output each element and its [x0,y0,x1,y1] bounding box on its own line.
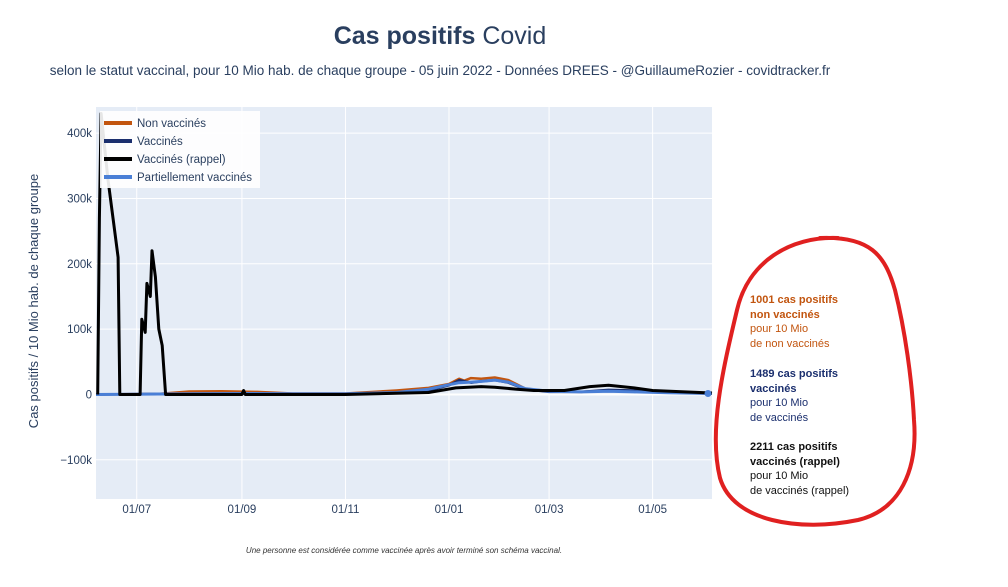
legend[interactable]: Non vaccinés Vaccinés Vaccinés (rappel) Par… [100,111,260,188]
annotation-line: 1489 cas positifs [750,368,839,380]
x-tick-label: 01/01 [435,504,464,516]
series-end-marker [704,389,712,397]
legend-label: Vaccinés (rappel) [137,154,226,166]
hand-drawn-circle [713,235,917,527]
annotation-line: non vaccinés [750,308,820,321]
x-tick-label: 01/05 [638,504,667,516]
y-tick-label: 200k [67,259,92,271]
y-tick-labels: −100k 0 100k 200k 300k 400k [60,128,92,467]
grid [96,107,712,499]
y-axis-label: Cas positifs / 10 Mio hab. de chaque gro… [26,174,41,428]
annotation-line: de vaccinés [750,411,809,424]
legend-label: Partiellement vaccinés [137,172,252,184]
annotation-line: pour 10 Mio [750,470,809,482]
legend-label: Non vaccinés [137,118,206,130]
series-line-vaccin-s-rappel- [96,112,713,396]
y-tick-label: 300k [67,193,92,205]
title-rest: Covid [475,22,547,50]
chart-subtitle: selon le statut vaccinal, pour 10 Mio ha… [49,63,831,78]
annotation-line: vaccinés (rappel) [750,455,840,468]
y-tick-label: −100k [60,455,92,467]
title-bold: Cas positifs [333,22,476,50]
annotation-line: 2211 cas positifs [750,441,838,453]
legend-label: Vaccinés [137,136,183,148]
y-tick-label: 400k [67,128,92,140]
x-tick-label: 01/11 [331,504,359,516]
annotation-line: vaccinés [750,382,797,395]
annotation-vaccines: 1489 cas positifs vaccinés pour 10 Mio d… [750,367,900,425]
footnote: Une personne est considérée comme vaccin… [245,546,563,555]
y-tick-label: 100k [67,324,92,336]
annotation-line: de vaccinés (rappel) [750,484,850,497]
x-tick-label: 01/09 [228,504,257,516]
annotation-line: pour 10 Mio [750,397,809,409]
chart-title: Cas positifs Covid [0,22,880,51]
x-tick-label: 01/07 [122,504,151,516]
x-tick-label: 01/03 [535,504,564,516]
annotation-line: pour 10 Mio [750,323,809,335]
series-lines [95,112,713,397]
x-tick-labels: 01/07 01/09 01/11 01/01 01/03 01/05 [122,504,667,516]
annotation-line: 1001 cas positifs [750,294,839,306]
y-tick-label: 0 [86,389,92,401]
annotation-non-vaccines: 1001 cas positifs non vaccinés pour 10 M… [750,293,900,351]
annotation-line: de non vaccinés [750,337,830,350]
annotation-rappel: 2211 cas positifs vaccinés (rappel) pour… [750,440,900,498]
